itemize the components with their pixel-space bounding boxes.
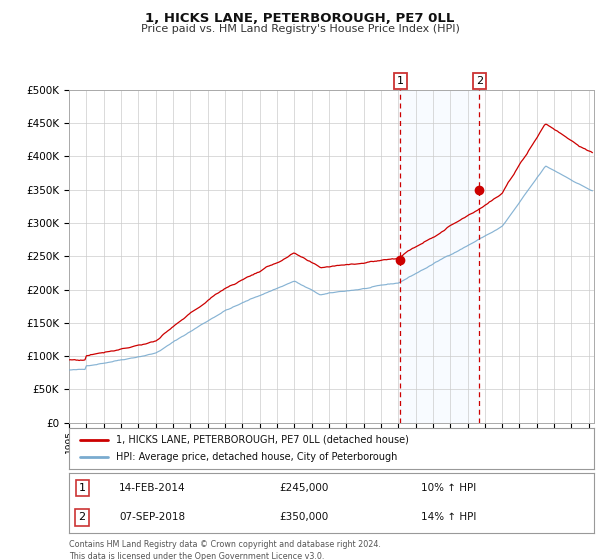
Text: 10% ↑ HPI: 10% ↑ HPI [421,483,476,493]
Text: 1, HICKS LANE, PETERBOROUGH, PE7 0LL (detached house): 1, HICKS LANE, PETERBOROUGH, PE7 0LL (de… [116,435,409,445]
Bar [400,90,479,423]
Text: 1, HICKS LANE, PETERBOROUGH, PE7 0LL: 1, HICKS LANE, PETERBOROUGH, PE7 0LL [145,12,455,25]
Text: HPI: Average price, detached house, City of Peterborough: HPI: Average price, detached house, City… [116,452,398,463]
Text: 14-FEB-2014: 14-FEB-2014 [119,483,185,493]
Text: Price paid vs. HM Land Registry's House Price Index (HPI): Price paid vs. HM Land Registry's House … [140,24,460,34]
Text: 07-SEP-2018: 07-SEP-2018 [119,512,185,522]
Text: 1: 1 [397,76,404,86]
Text: 2: 2 [79,512,86,522]
Text: Contains HM Land Registry data © Crown copyright and database right 2024.
This d: Contains HM Land Registry data © Crown c… [69,540,381,560]
Text: 14% ↑ HPI: 14% ↑ HPI [421,512,476,522]
Text: £245,000: £245,000 [279,483,328,493]
Text: 2: 2 [476,76,483,86]
Text: £350,000: £350,000 [279,512,328,522]
Text: 1: 1 [79,483,86,493]
